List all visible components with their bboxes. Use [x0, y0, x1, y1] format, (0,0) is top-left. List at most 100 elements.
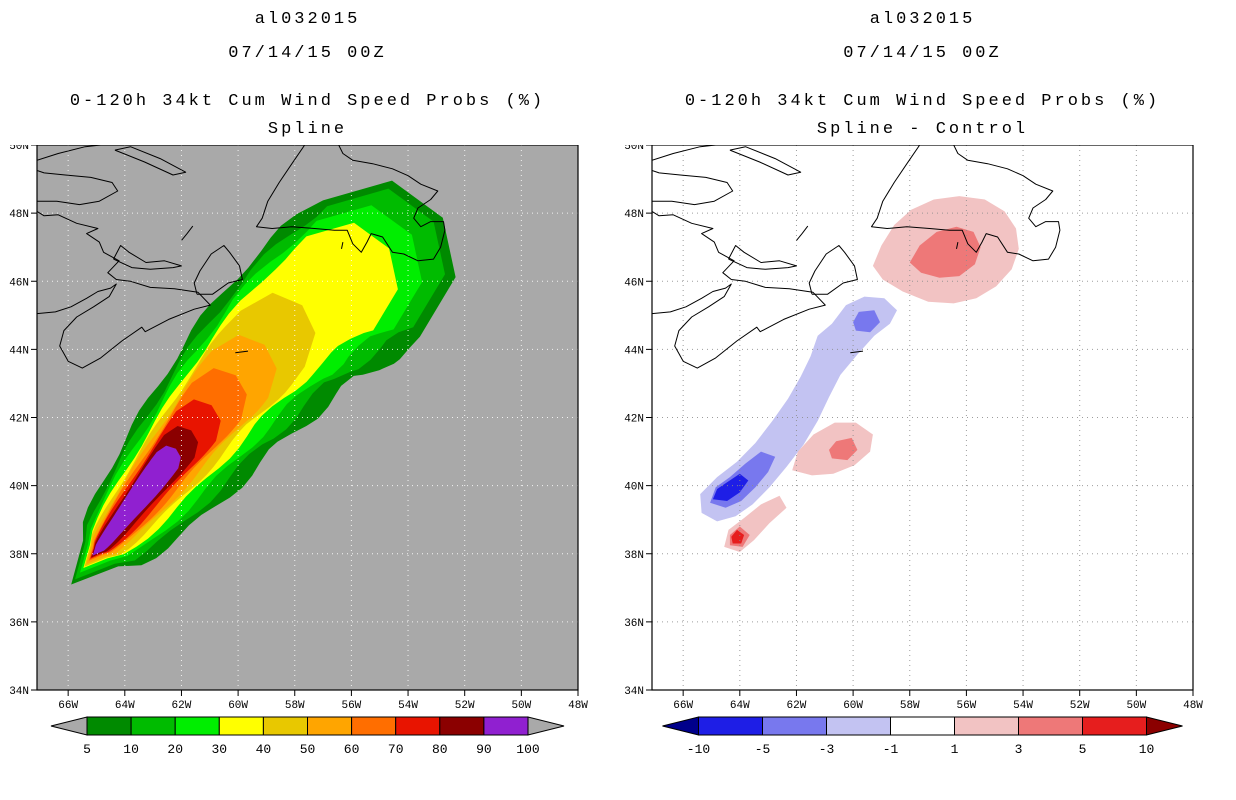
colorbar-left-arrow — [662, 716, 699, 736]
coastline-quebec-north-shore — [37, 145, 101, 161]
coastline-magdalen-islands — [181, 225, 194, 241]
lat-tick-label: 36N — [9, 618, 29, 630]
lon-tick-label: 66W — [673, 700, 693, 712]
coastline-magdalen-islands — [796, 225, 809, 241]
colorbar — [50, 716, 565, 736]
lat-tick-label: 46N — [9, 277, 29, 289]
colorbar-label: 20 — [167, 742, 183, 757]
colorbar-box — [483, 716, 529, 736]
colorbar-labels: -10 -5 -3 -1 1 3 5 10 — [687, 742, 1155, 757]
lon-tick-label: 64W — [115, 700, 135, 712]
coastline-sable-island — [850, 350, 864, 354]
lon-tick-label: 64W — [730, 700, 750, 712]
lat-tick-label: 42N — [624, 414, 644, 426]
lon-tick-label: 50W — [1126, 700, 1146, 712]
lon-tick-label: 60W — [228, 700, 248, 712]
coastline-prince-edward-island — [113, 245, 182, 270]
lon-tick-label: 60W — [843, 700, 863, 712]
panel-spline-minus-control: al032015 07/14/15 00Z 0-120h 34kt Cum Wi… — [618, 0, 1236, 800]
lon-tick-label: 58W — [900, 700, 920, 712]
map-spline: 66W 64W 62W 60W 58W 56W 54W 52W 50W 48W 34N 36N 38N 4… — [9, 145, 588, 757]
storm-id: al032015 — [869, 10, 976, 29]
lon-tick-label: 62W — [787, 700, 807, 712]
diff-region-3to5 — [909, 226, 981, 278]
diff-region-3to5 — [829, 437, 858, 461]
coastline-cape-breton — [193, 245, 243, 295]
lon-tick-label: 62W — [172, 700, 192, 712]
storm-id: al032015 — [254, 10, 361, 29]
coastline-anticosti-island — [729, 146, 802, 176]
colorbar-labels: 5 10 20 30 40 50 60 70 80 90 100 — [83, 742, 540, 757]
colorbar-box — [86, 716, 132, 736]
axis-ticks — [31, 145, 579, 696]
colorbar-label: 5 — [1079, 742, 1087, 757]
colorbar-label: -5 — [755, 742, 771, 757]
lat-tick-label: 46N — [624, 277, 644, 289]
colorbar-label: 5 — [83, 742, 91, 757]
lon-tick-label: 48W — [1183, 700, 1203, 712]
colorbar-box — [762, 716, 827, 736]
lon-tick-label: 56W — [341, 700, 361, 712]
lat-tick-label: 36N — [624, 618, 644, 630]
colorbar-label: 10 — [1139, 742, 1155, 757]
colorbar-label: 70 — [388, 742, 404, 757]
colorbar-box — [130, 716, 176, 736]
colorbar-right-arrow — [527, 716, 565, 736]
difference-regions — [700, 196, 1019, 552]
colorbar-label: 3 — [1015, 742, 1023, 757]
colorbar-box — [1082, 716, 1147, 736]
diff-region-5to10 — [731, 529, 745, 544]
colorbar-box — [954, 716, 1019, 736]
lon-tick-label: 58W — [285, 700, 305, 712]
colorbar-label: 30 — [211, 742, 227, 757]
colorbar-box — [218, 716, 264, 736]
colorbar-label: 80 — [432, 742, 448, 757]
colorbar-box — [307, 716, 353, 736]
colorbar-box — [351, 716, 397, 736]
probability-swath — [71, 180, 456, 585]
colorbar-label: -1 — [883, 742, 899, 757]
valid-time: 07/14/15 00Z — [228, 44, 387, 63]
lat-tick-label: 34N — [624, 686, 644, 698]
lat-tick-label: 34N — [9, 686, 29, 698]
colorbar-box — [395, 716, 441, 736]
panel-title: 0-120h 34kt Cum Wind Speed Probs (%) — [684, 92, 1161, 111]
valid-time: 07/14/15 00Z — [843, 44, 1002, 63]
colorbar-box — [174, 716, 220, 736]
colorbar-box — [826, 716, 891, 736]
coastlines — [652, 145, 1061, 369]
coastline-nb-ns-mainland — [652, 210, 826, 369]
colorbar — [662, 716, 1183, 736]
coastline-sable-island — [235, 350, 249, 354]
lat-tick-label: 50N — [9, 145, 29, 153]
colorbar-box — [262, 716, 308, 736]
colorbar-label: -3 — [819, 742, 835, 757]
lon-tick-label: 54W — [398, 700, 418, 712]
colorbar-label: 50 — [300, 742, 316, 757]
grid-lines — [652, 145, 1193, 690]
coastline-gaspe-peninsula — [37, 170, 119, 206]
colorbar-label: 60 — [344, 742, 360, 757]
lat-tick-label: 50N — [624, 145, 644, 153]
lat-tick-label: 48N — [9, 209, 29, 221]
lat-tick-label: 44N — [624, 345, 644, 357]
lat-tick-label: 38N — [9, 550, 29, 562]
prob-band-90 — [92, 445, 181, 556]
colorbar-box — [439, 716, 485, 736]
coastline-gaspe-peninsula — [652, 170, 734, 206]
lon-tick-label: 50W — [511, 700, 531, 712]
axis-labels: 66W 64W 62W 60W 58W 56W 54W 52W 50W 48W 34N 36N 38N 4… — [624, 145, 1203, 712]
lat-tick-label: 44N — [9, 345, 29, 357]
axis-labels: 66W 64W 62W 60W 58W 56W 54W 52W 50W 48W 34N 36N 38N 4… — [9, 145, 588, 712]
lon-tick-label: 54W — [1013, 700, 1033, 712]
diff-region--5to-3 — [853, 310, 880, 333]
colorbar-box — [1018, 716, 1083, 736]
coastline-saint-pierre-miquelon — [956, 241, 959, 250]
coastline-newfoundland — [256, 145, 446, 262]
colorbar-left-arrow — [50, 716, 88, 736]
coastline-anticosti-island — [114, 146, 187, 176]
panel-spline: al032015 07/14/15 00Z 0-120h 34kt Cum Wi… — [9, 10, 588, 757]
colorbar-right-arrow — [1146, 716, 1183, 736]
coastline-nb-ns-mainland — [37, 210, 211, 369]
